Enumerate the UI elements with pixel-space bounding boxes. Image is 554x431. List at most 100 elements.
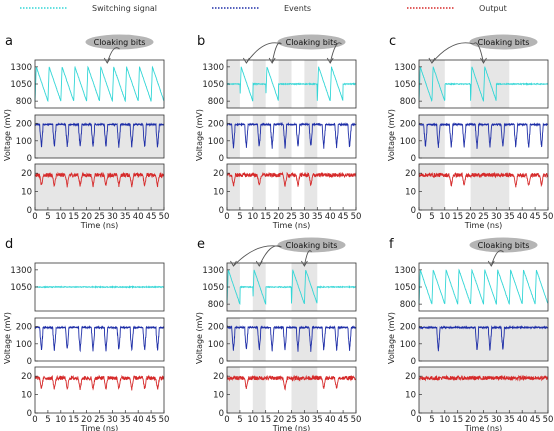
xlabel-e: Time (ns) (272, 424, 311, 431)
legend-label-2: Output (479, 4, 507, 13)
series-f-switch (418, 268, 549, 305)
cloaking-arrowhead-f-0 (487, 260, 495, 267)
series-d-switch (34, 285, 165, 289)
xlabel-c: Time (ns) (464, 221, 503, 230)
xtick-label-a-0: 0 (32, 212, 37, 222)
ytick-label-f-switch-2: 1300 (394, 266, 416, 276)
xtick-label-d-9: 45 (146, 415, 157, 425)
shade-b-events-2 (278, 115, 292, 158)
series-c-switch (418, 66, 549, 102)
ytick-label-c-events-0: 0 (411, 154, 416, 164)
xtick-label-f-4: 20 (465, 415, 476, 425)
shade-e-output-0 (227, 367, 240, 413)
ytick-label-a-switch-1: 1050 (10, 80, 32, 90)
xtick-label-a-7: 35 (120, 212, 131, 222)
cloaking-arrow-a-0 (106, 47, 120, 64)
xtick-label-d-5: 25 (94, 415, 105, 425)
xtick-label-f-10: 50 (543, 415, 554, 425)
ytick-label-b-output-1: 10 (213, 188, 224, 198)
cloaking-label-e: Cloaking bits (286, 241, 338, 250)
xlabel-d: Time (ns) (80, 424, 119, 431)
ytick-label-c-output-0: 0 (411, 206, 416, 216)
ytick-label-e-events-0: 0 (219, 357, 224, 367)
xtick-label-b-10: 50 (351, 212, 362, 222)
xtick-label-a-8: 40 (133, 212, 144, 222)
ytick-label-f-switch-0: 800 (400, 300, 416, 310)
ytick-label-e-output-1: 10 (213, 391, 224, 401)
cloaking-callout-a: Cloaking bits (85, 34, 154, 64)
series-f-output (418, 374, 549, 382)
cloaking-arrowhead-c-1 (480, 57, 487, 64)
cloaking-arrowhead-b-0 (242, 57, 250, 64)
subplot-a-events: 0 100 200 (16, 114, 165, 164)
xtick-label-b-5: 25 (286, 212, 297, 222)
xtick-label-a-4: 20 (81, 212, 92, 222)
ylabel-c: Voltage (mV) (387, 109, 396, 161)
ytick-label-d-output-2: 20 (21, 372, 32, 382)
ytick-label-a-events-1: 100 (16, 137, 32, 147)
xtick-label-d-8: 40 (133, 415, 144, 425)
xtick-label-b-9: 45 (338, 212, 349, 222)
xtick-label-e-0: 0 (224, 415, 229, 425)
legend-label-1: Events (284, 4, 311, 13)
panel-label-c: c (389, 34, 396, 49)
ytick-label-c-output-2: 20 (405, 169, 416, 179)
shade-e-switch-1 (252, 263, 266, 311)
shade-b-events-1 (252, 115, 266, 158)
series-a-switch (34, 65, 165, 103)
xtick-label-d-0: 0 (32, 415, 37, 425)
subplot-b-output: 0 10 20 (213, 163, 357, 216)
ytick-label-e-output-0: 0 (219, 409, 224, 419)
series-b-output (226, 171, 357, 187)
axes-frame-c-events (418, 114, 549, 159)
shade-c-events-0 (419, 115, 445, 158)
ylabel-b: Voltage (mV) (195, 109, 204, 161)
ytick-label-d-switch-1: 1300 (10, 266, 32, 276)
shade-f-events-0 (419, 318, 548, 361)
xtick-label-d-10: 50 (159, 415, 170, 425)
panel-label-b: b (197, 34, 205, 49)
ytick-label-f-switch-1: 1050 (394, 283, 416, 293)
ytick-label-a-switch-2: 1300 (10, 63, 32, 73)
xtick-label-c-0: 0 (416, 212, 421, 222)
ytick-label-e-events-2: 200 (208, 323, 224, 333)
cloaking-arrowhead-e-0 (230, 260, 237, 267)
cloaking-callout-e: Cloaking bits (230, 237, 346, 267)
shade-e-output-1 (252, 367, 266, 413)
series-e-switch (226, 269, 356, 305)
subplot-e-switch: 800 1050 1300 (202, 262, 357, 312)
subplot-d-output: 0 10 20 (21, 366, 165, 419)
shade-e-events-2 (291, 318, 318, 361)
xtick-label-c-9: 45 (530, 212, 541, 222)
series-a-events (34, 122, 165, 148)
shade-b-output-1 (252, 164, 266, 210)
series-b-switch (226, 66, 356, 102)
xtick-label-e-5: 25 (286, 415, 297, 425)
xtick-label-a-5: 25 (94, 212, 105, 222)
shade-c-output-0 (419, 164, 445, 210)
xtick-label-e-6: 30 (299, 415, 310, 425)
subplot-b-switch: 800 1050 1300 (202, 59, 357, 109)
xtick-label-e-4: 20 (273, 415, 284, 425)
subplot-c-output: 0 10 20 (405, 163, 549, 216)
xtick-label-a-3: 15 (68, 212, 79, 222)
xlabel-f: Time (ns) (464, 424, 503, 431)
xtick-label-b-6: 30 (299, 212, 310, 222)
ytick-label-f-events-0: 0 (411, 357, 416, 367)
shade-e-output-2 (291, 367, 318, 413)
ylabel-a: Voltage (mV) (3, 109, 12, 161)
series-c-events (418, 122, 549, 149)
shade-b-events-3 (304, 115, 318, 158)
series-f-events (418, 325, 549, 352)
axes-frame-f-events (418, 317, 549, 362)
ytick-label-a-switch-0: 800 (16, 97, 32, 107)
cloaking-bubble-c (469, 34, 538, 50)
xtick-label-c-7: 35 (504, 212, 515, 222)
subplot-e-events: 0 100 200 (208, 317, 357, 367)
xtick-label-c-1: 5 (429, 212, 434, 222)
